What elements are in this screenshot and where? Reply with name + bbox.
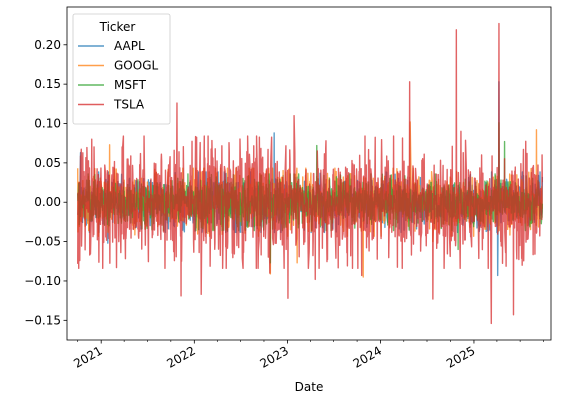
plot-frame (66, 6, 552, 341)
x-tick-label: 2025 (444, 343, 477, 370)
y-tick-label: 0.20 (34, 38, 61, 52)
y-tick-label: −0.15 (24, 313, 61, 327)
y-axis: −0.15 −0.10 −0.05 0.00 0.05 0.10 0.15 0.20 (24, 38, 67, 327)
legend-title: Ticker (99, 20, 136, 34)
x-axis-label: Date (295, 380, 324, 394)
legend-label-googl: GOOGL (114, 59, 158, 73)
x-tick-label: 2022 (164, 343, 197, 370)
y-tick-label: 0.15 (34, 77, 61, 91)
y-tick-label: 0.10 (34, 117, 61, 131)
x-tick-label: 2021 (71, 343, 104, 370)
series-layer (77, 22, 544, 325)
y-tick-label: −0.10 (24, 274, 61, 288)
y-tick-label: 0.00 (34, 195, 61, 209)
x-axis: 2021 2022 2023 2024 2025 (71, 340, 544, 371)
legend-label-msft: MSFT (114, 78, 147, 92)
y-tick-label: 0.05 (34, 156, 61, 170)
x-tick-label: 2024 (351, 343, 384, 370)
legend-items: AAPL GOOGL MSFT TSLA (78, 39, 158, 112)
legend: Ticker AAPL GOOGL MSFT TSLA (72, 13, 171, 125)
legend-label-aapl: AAPL (114, 39, 145, 53)
legend-label-tsla: TSLA (113, 98, 145, 112)
x-tick-label: 2023 (257, 343, 290, 370)
y-tick-label: −0.05 (24, 235, 61, 249)
legend-box (72, 13, 171, 125)
series-line-tsla (77, 22, 544, 325)
